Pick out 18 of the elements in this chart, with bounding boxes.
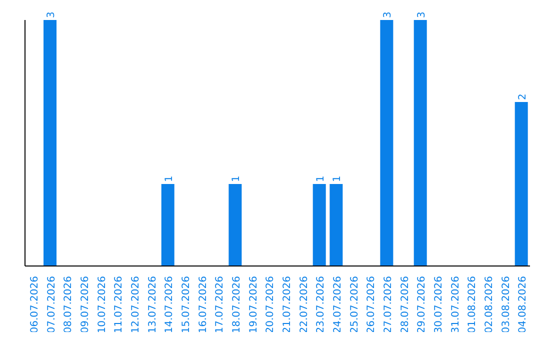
x-tick-label: 11.07.2026 <box>114 276 125 334</box>
x-tick-label: 16.07.2026 <box>198 276 209 334</box>
data-label: 1 <box>315 176 326 182</box>
data-label: 1 <box>231 176 242 182</box>
x-tick-label: 13.07.2026 <box>147 276 158 334</box>
x-tick-label: 14.07.2026 <box>164 276 176 334</box>
data-label: 1 <box>332 176 344 182</box>
data-label: 1 <box>164 176 175 182</box>
x-tick-label: 12.07.2026 <box>130 276 142 334</box>
x-tick-label: 10.07.2026 <box>96 276 108 334</box>
x-tick-label: 15.07.2026 <box>180 276 192 334</box>
data-label: 3 <box>416 12 428 18</box>
data-label: 2 <box>517 94 528 100</box>
x-tick-label: 18.07.2026 <box>231 276 242 334</box>
data-label: 3 <box>46 12 58 18</box>
data-label: 3 <box>382 12 394 18</box>
x-tick-label: 19.07.2026 <box>248 276 260 334</box>
x-tick-label: 17.07.2026 <box>214 276 226 334</box>
